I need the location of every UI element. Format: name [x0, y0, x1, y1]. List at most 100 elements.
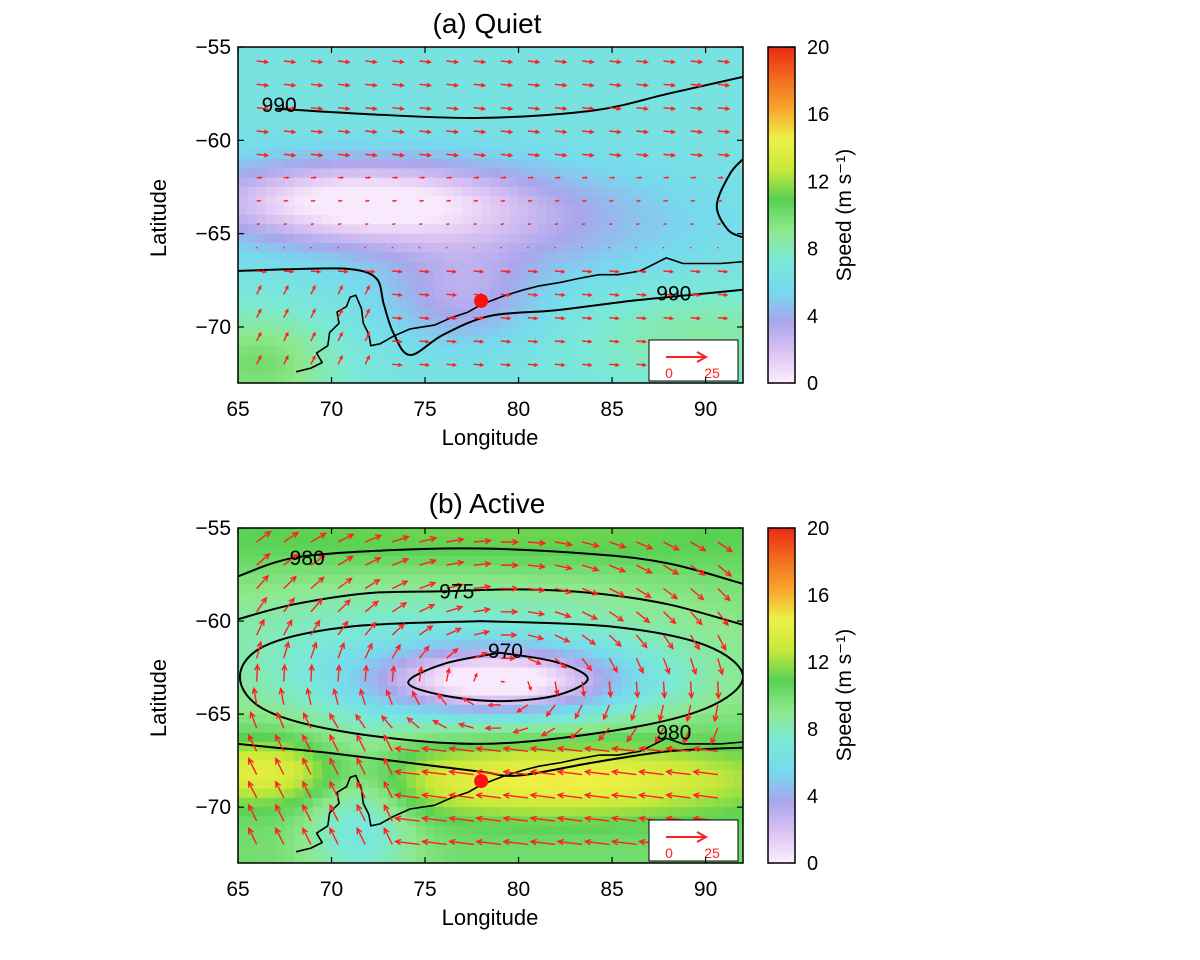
heatmap-cell — [462, 797, 473, 808]
heatmap-cell — [462, 93, 473, 104]
heatmap-cell — [640, 327, 651, 337]
heatmap-cell — [593, 686, 604, 697]
heatmap-cell — [247, 308, 258, 319]
heatmap-cell — [303, 252, 314, 263]
heatmap-cell — [340, 602, 351, 613]
heatmap-cell — [696, 121, 707, 132]
heatmap-cell — [499, 835, 510, 845]
heatmap-cell — [640, 751, 651, 762]
heatmap-cell — [462, 704, 473, 715]
heatmap-cell — [396, 686, 407, 697]
heatmap-cell — [247, 168, 258, 179]
heatmap-cell — [518, 732, 529, 743]
heatmap-cell — [537, 639, 548, 650]
heatmap-cell — [434, 602, 445, 613]
heatmap-cell — [584, 583, 594, 594]
heatmap-cell — [340, 327, 351, 337]
wind-vector — [302, 733, 312, 752]
heatmap-cell — [406, 723, 417, 734]
heatmap-cell — [527, 112, 538, 123]
heatmap-cell — [696, 648, 707, 659]
scale-arrow-box: 0 25 — [648, 339, 739, 382]
heatmap-cell — [724, 555, 735, 566]
heatmap-cell — [247, 252, 258, 263]
wind-vector — [582, 292, 593, 297]
heatmap-cell — [425, 261, 435, 272]
heatmap-cell — [490, 93, 501, 104]
heatmap-cell — [415, 583, 426, 594]
wind-vector — [664, 769, 691, 776]
heatmap-cell — [471, 121, 482, 132]
heatmap-cell — [593, 299, 604, 309]
heatmap-cell — [312, 271, 323, 281]
heatmap-cell — [640, 159, 651, 169]
heatmap-cell — [621, 289, 632, 300]
heatmap-cell — [490, 243, 501, 253]
heatmap-cell — [434, 252, 445, 263]
heatmap-cell — [668, 751, 679, 762]
heatmap-cell — [256, 280, 267, 291]
heatmap-cell — [453, 168, 464, 179]
heatmap-cell — [602, 177, 613, 188]
wind-vector — [419, 176, 426, 179]
heatmap-cell — [481, 528, 492, 538]
heatmap-cell — [658, 205, 669, 216]
heatmap-cell — [677, 121, 688, 132]
heatmap-cell — [378, 280, 389, 291]
wind-vector — [446, 316, 458, 321]
heatmap-cell — [294, 816, 305, 827]
heatmap-cell — [509, 658, 520, 669]
wind-vector — [609, 82, 622, 88]
heatmap-cell — [378, 546, 389, 557]
wind-vector — [663, 82, 677, 88]
heatmap-cell — [668, 807, 679, 818]
heatmap-cell — [294, 714, 305, 725]
wind-vector — [383, 757, 393, 775]
heatmap-cell — [612, 779, 623, 790]
heatmap-cell — [303, 528, 314, 538]
heatmap-cell — [668, 648, 679, 659]
wind-vector — [255, 246, 258, 249]
heatmap-cell — [294, 844, 305, 855]
wind-vector — [512, 727, 529, 734]
heatmap-cell — [453, 574, 464, 585]
wind-vector — [392, 223, 396, 225]
heatmap-cell — [527, 648, 538, 659]
heatmap-cell — [350, 658, 361, 669]
heatmap-cell — [714, 233, 725, 244]
heatmap-cell — [471, 168, 482, 179]
wind-vector — [337, 354, 343, 365]
heatmap-cell — [294, 583, 305, 594]
heatmap-cell — [453, 807, 464, 818]
heatmap-cell — [696, 630, 707, 641]
heatmap-cell — [518, 574, 529, 585]
heatmap-cell — [406, 280, 417, 291]
heatmap-cell — [537, 84, 548, 95]
heatmap-cell — [574, 807, 585, 818]
heatmap-cell — [527, 327, 538, 337]
wind-vector — [310, 82, 324, 88]
heatmap-cell — [340, 373, 351, 383]
heatmap-cell — [238, 835, 248, 845]
heatmap-cell — [677, 676, 688, 687]
heatmap-cell — [462, 565, 473, 576]
heatmap-cell — [686, 261, 697, 272]
heatmap-cell — [733, 723, 743, 734]
heatmap-cell — [527, 131, 538, 141]
heatmap-cell — [434, 779, 445, 790]
wind-vector — [554, 587, 573, 595]
heatmap-cell — [303, 308, 314, 319]
heatmap-cell — [518, 676, 529, 687]
heatmap-cell — [499, 373, 510, 383]
heatmap-cell — [490, 65, 501, 76]
heatmap-cell — [686, 528, 697, 538]
heatmap-cell — [284, 177, 295, 188]
heatmap-cell — [668, 317, 679, 328]
heatmap-cell — [443, 769, 454, 780]
heatmap-cell — [303, 825, 314, 836]
heatmap-cell — [696, 537, 707, 548]
heatmap-cell — [238, 233, 248, 244]
heatmap-cell — [677, 546, 688, 557]
wind-vector — [636, 541, 654, 550]
heatmap-cell — [677, 196, 688, 207]
